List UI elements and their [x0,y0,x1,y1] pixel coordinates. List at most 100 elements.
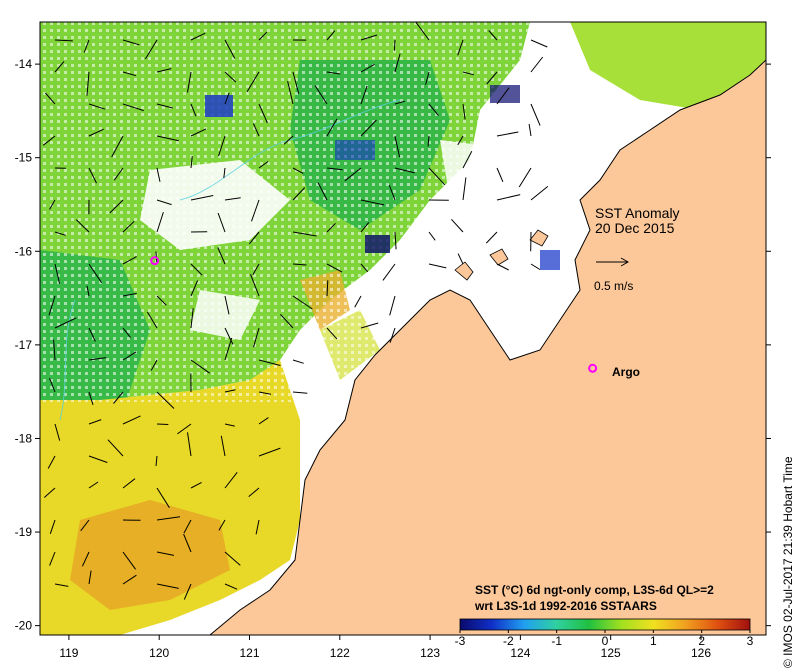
current-vector [88,128,104,137]
lon-tick-label: 121 [239,646,259,660]
colorbar-tick-label: 1 [650,634,657,648]
current-vector [88,570,92,585]
current-vector [122,351,137,361]
current-vector [457,39,464,56]
argo-float-marker [588,363,598,373]
current-vector [156,199,172,206]
current-vector [394,135,401,158]
lon-tick-label: 122 [330,646,350,660]
legend-line2: wrt L3S-1d 1992-2016 SSTAARS [474,599,657,613]
current-vector [54,61,65,73]
map-title-line1: SST Anomaly [595,205,680,221]
current-vector [111,135,124,158]
current-vector [258,417,269,425]
current-vector [190,308,194,329]
current-vector [156,487,170,508]
current-vector [80,519,90,532]
current-vector [292,231,317,237]
no-data-gap-2 [190,290,260,340]
current-vector [156,167,161,182]
current-vector [122,220,135,233]
current-vector [190,156,193,169]
current-vector [88,167,97,184]
current-vector [54,263,61,284]
current-vector [530,103,541,126]
current-vector [190,359,210,374]
current-vector [530,39,548,48]
current-vector [187,71,192,93]
current-vector [54,231,66,236]
current-vector [183,519,192,534]
current-vector [43,487,56,498]
current-vector [258,359,281,366]
shelf-contour [179,99,401,201]
coastline-islands [454,229,549,281]
current-vector [457,135,464,146]
current-vector [486,71,498,85]
current-vector [150,359,158,371]
lat-tick-label: -16 [15,244,33,258]
current-vector [462,150,473,169]
current-vector [156,423,169,425]
current-vector [224,583,238,590]
current-vector [48,295,56,316]
current-vector [54,423,61,441]
current-vector [122,39,140,46]
current-vector [292,187,306,201]
colorbar-tick-label: -3 [455,634,466,648]
current-vector [360,222,370,233]
current-vector [326,327,338,340]
colorbar-tick-label: 0 [602,634,609,648]
current-vector [457,253,464,265]
lon-tick-label: 119 [59,646,78,660]
map-title-line2: 20 Dec 2015 [595,220,675,236]
current-vector [292,263,307,266]
current-vector [86,71,90,96]
current-vector [190,128,207,137]
current-vector [292,167,304,174]
current-vector [224,92,230,105]
current-vector [109,199,124,214]
current-vector [462,177,467,201]
current-vector [258,391,272,395]
current-vector [88,391,94,405]
current-vector [220,435,226,457]
coastline [209,59,766,635]
current-vector [251,199,260,222]
current-vector [252,263,260,275]
current-vector [156,551,174,556]
colorbar-tick-label: 2 [698,634,705,648]
current-vector [314,85,328,105]
current-vector [122,71,136,77]
current-vector [107,439,124,457]
current-vector [530,186,549,201]
current-vector [49,199,56,210]
current-vector [250,274,260,297]
current-vector [248,487,260,497]
current-vector [190,195,214,201]
current-vector [156,211,164,233]
current-vector [326,280,329,297]
current-vector [156,583,179,589]
current-vector [224,551,241,566]
current-vector [425,71,430,85]
current-vector [83,39,90,53]
current-vector [258,103,268,124]
current-vector [224,197,241,201]
current-vector [462,103,466,120]
current-vector [394,167,415,174]
lon-tick-label: 120 [149,646,169,660]
current-vector [255,519,260,535]
current-vector [122,256,137,265]
current-vector [75,219,90,233]
current-vector [122,327,131,338]
current-vector [246,71,260,92]
current-vector [326,222,336,233]
current-vector [224,327,234,345]
current-vector [223,167,226,178]
no-data-gap-4 [440,140,560,230]
current-vector [496,87,510,105]
current-vector [496,263,509,271]
current-vector [156,391,175,409]
current-vector [292,295,313,310]
